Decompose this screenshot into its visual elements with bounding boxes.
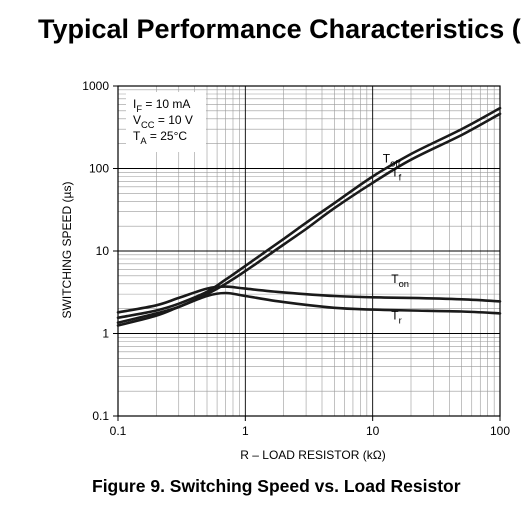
series-label-ton: Ton <box>391 272 409 289</box>
condition-line: VCC = 10 V <box>133 113 193 130</box>
series-line-toff <box>116 106 502 320</box>
axis-ticks: 0.1 1 10 100 0.1 1 10 100 1000 <box>82 79 510 438</box>
series-line-ton <box>116 285 502 314</box>
series-lines <box>116 106 502 327</box>
series-label-tr: Tr <box>391 309 401 326</box>
y-tick-label: 1 <box>102 327 109 341</box>
x-tick-label: 0.1 <box>110 424 127 438</box>
x-tick-label: 10 <box>366 424 380 438</box>
y-tick-label: 0.1 <box>92 409 109 423</box>
x-tick-label: 1 <box>242 424 249 438</box>
x-tick-label: 100 <box>490 424 510 438</box>
y-tick-label: 100 <box>89 162 109 176</box>
y-tick-label: 1000 <box>82 79 109 93</box>
y-tick-label: 10 <box>96 244 110 258</box>
condition-line: IF = 10 mA <box>133 97 190 114</box>
condition-line: TA = 25°C <box>133 129 187 146</box>
series-line-tr <box>116 291 502 327</box>
series-label-tf: Tf <box>391 165 401 182</box>
x-axis-title: R – LOAD RESISTOR (kΩ) <box>240 448 385 462</box>
conditions-background <box>126 92 206 152</box>
y-axis-title: SWITCHING SPEED (µs) <box>60 182 74 319</box>
figure-caption: Figure 9. Switching Speed vs. Load Resis… <box>92 476 461 496</box>
series-label-toff: Toff <box>383 152 401 169</box>
page-heading: Typical Performance Characteristics ( <box>38 14 521 44</box>
